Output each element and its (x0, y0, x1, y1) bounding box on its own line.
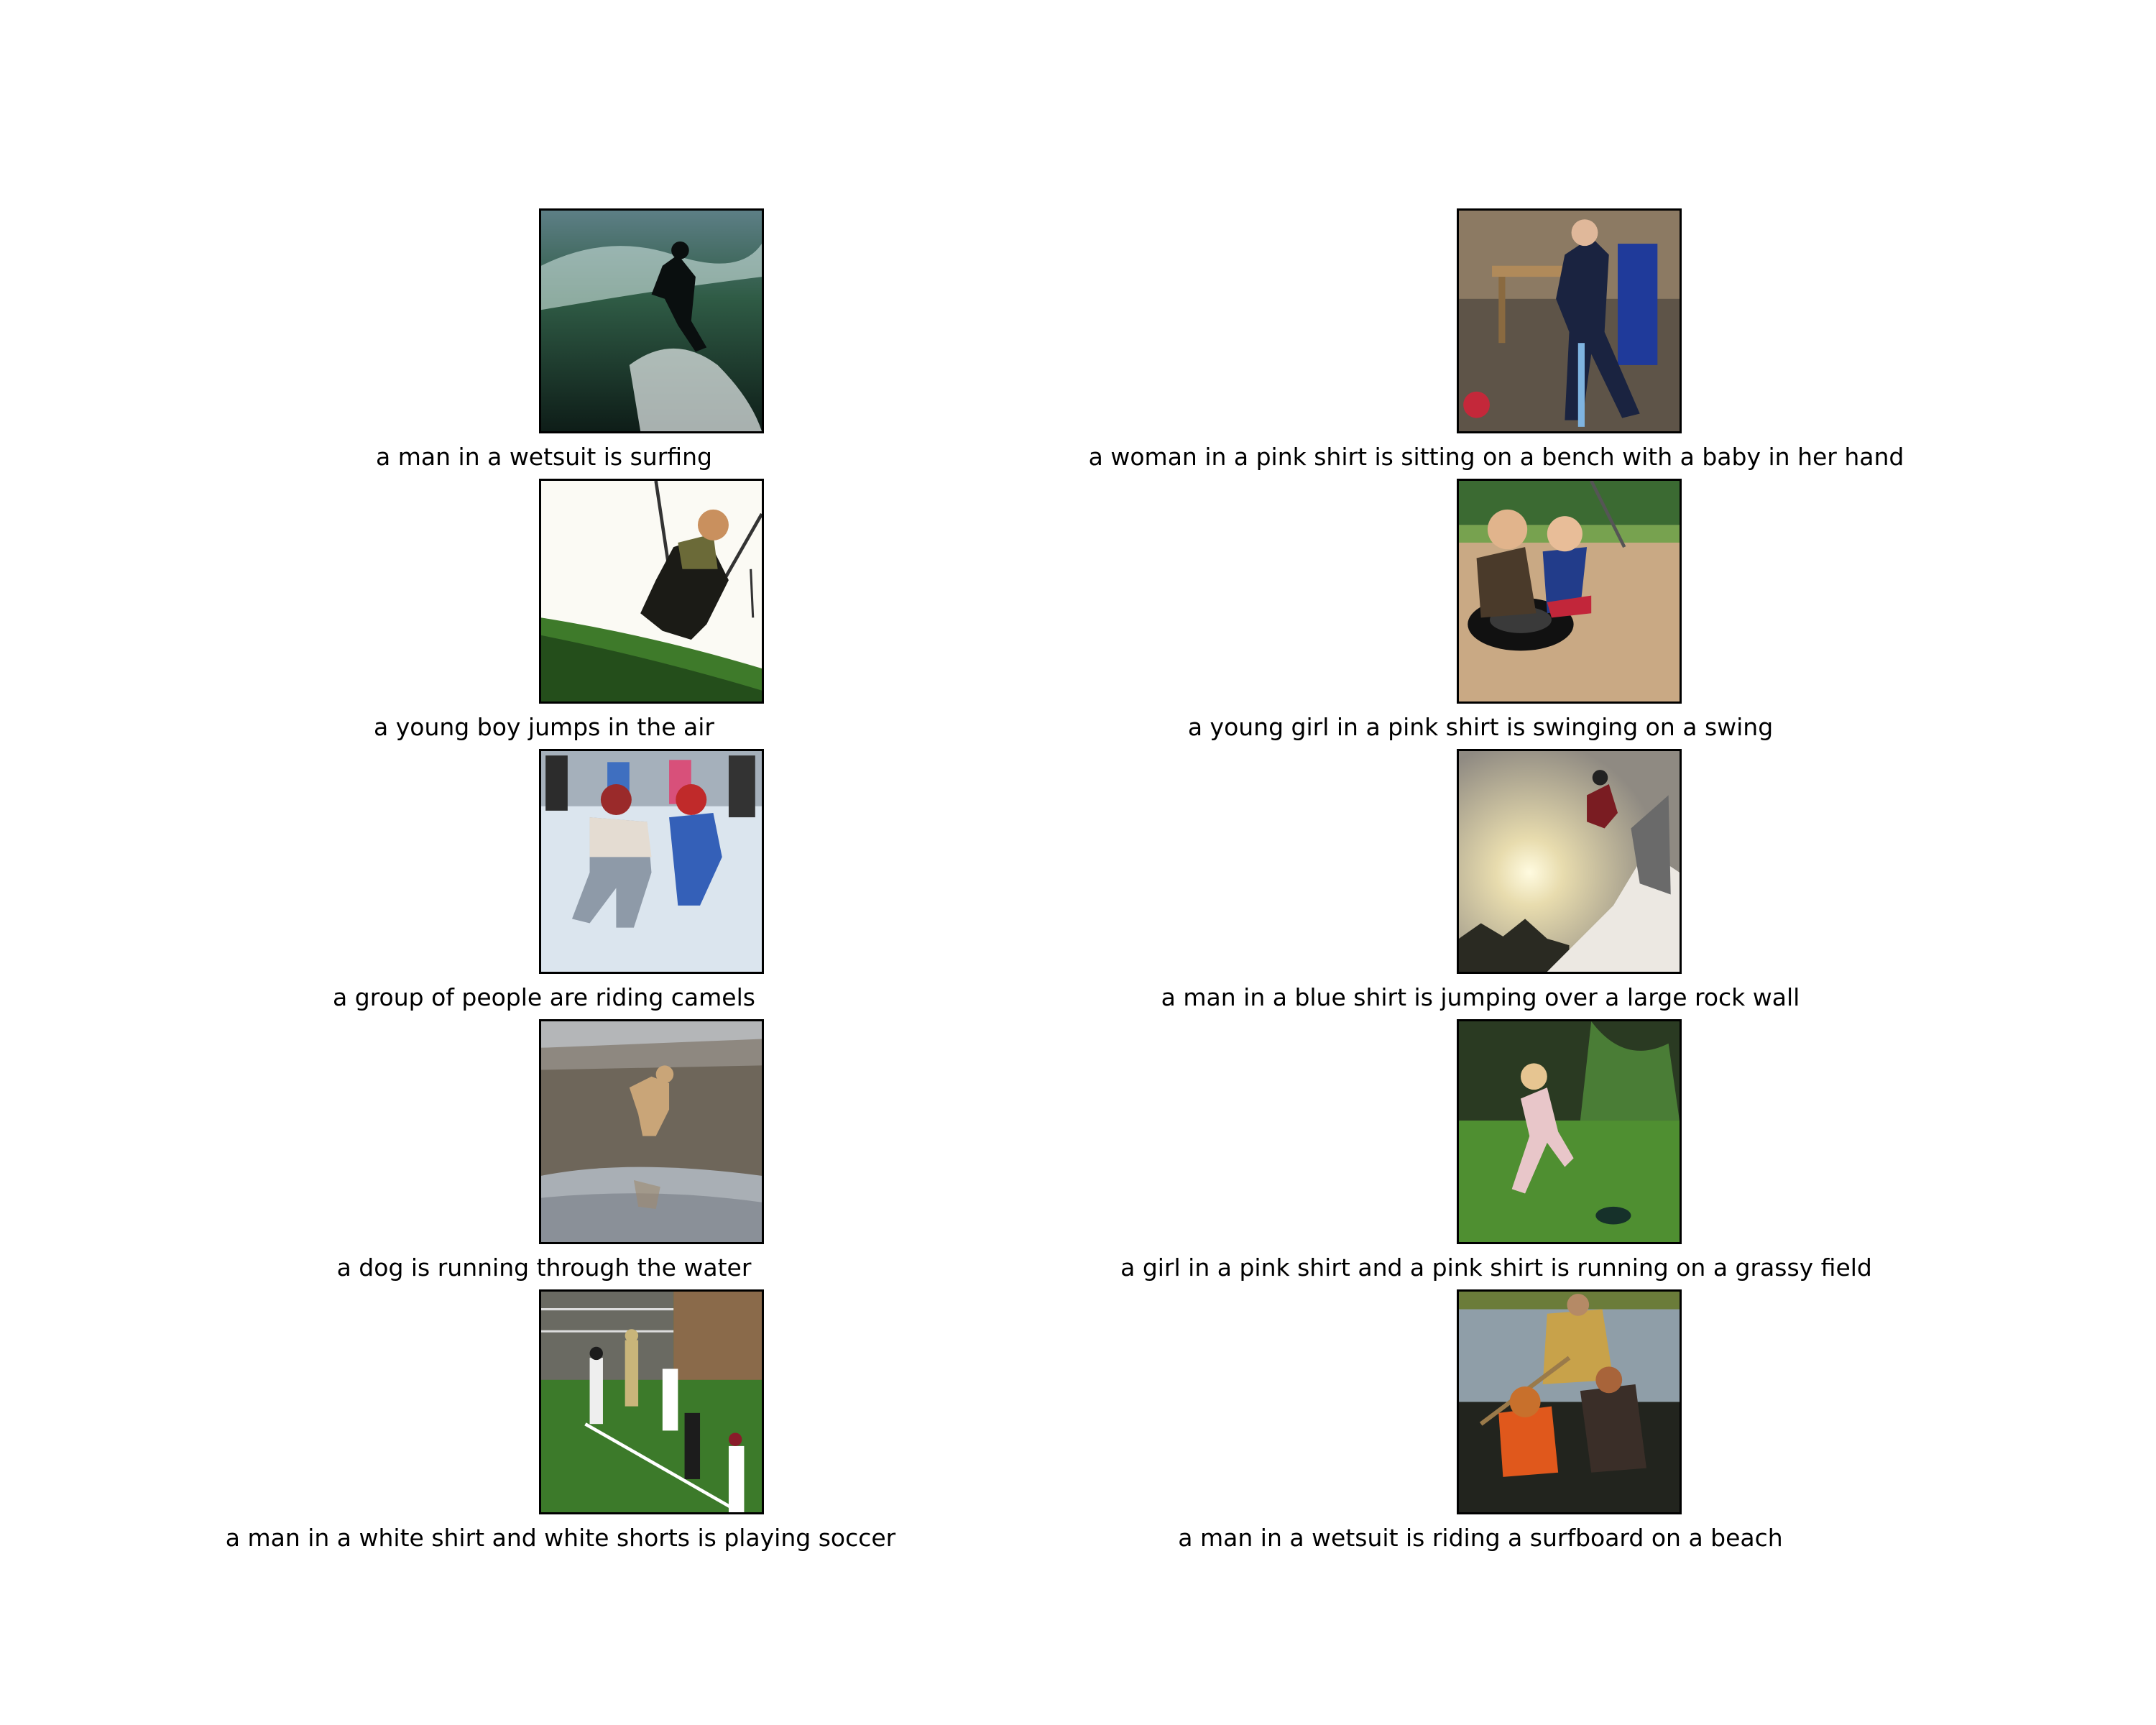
caption: a young boy jumps in the air (374, 713, 714, 741)
image-girl-running-on-grass (1457, 1019, 1682, 1244)
caption: a man in a wetsuit is riding a surfboard… (1178, 1524, 1783, 1552)
image-family-in-boat (1457, 1289, 1682, 1514)
caption: a man in a white shirt and white shorts … (225, 1524, 896, 1552)
caption: a man in a wetsuit is surfing (376, 443, 712, 471)
caption: a woman in a pink shirt is sitting on a … (1088, 443, 1904, 471)
caption: a man in a blue shirt is jumping over a … (1161, 983, 1800, 1011)
image-dog-on-wet-sand (539, 1019, 764, 1244)
image-snowboarder-sunset-jump (1457, 749, 1682, 974)
caption: a young girl in a pink shirt is swinging… (1187, 713, 1774, 741)
image-boy-on-swing (539, 479, 764, 704)
image-kids-on-tire-swing (1457, 479, 1682, 704)
image-surfer-on-wave (539, 208, 764, 433)
image-child-indoors-with-stick (1457, 208, 1682, 433)
caption: a group of people are riding camels (333, 983, 755, 1011)
caption: a dog is running through the water (336, 1254, 752, 1282)
caption: a girl in a pink shirt and a pink shirt … (1120, 1254, 1872, 1282)
image-kids-ice-skating (539, 749, 764, 974)
image-football-game (539, 1289, 764, 1514)
